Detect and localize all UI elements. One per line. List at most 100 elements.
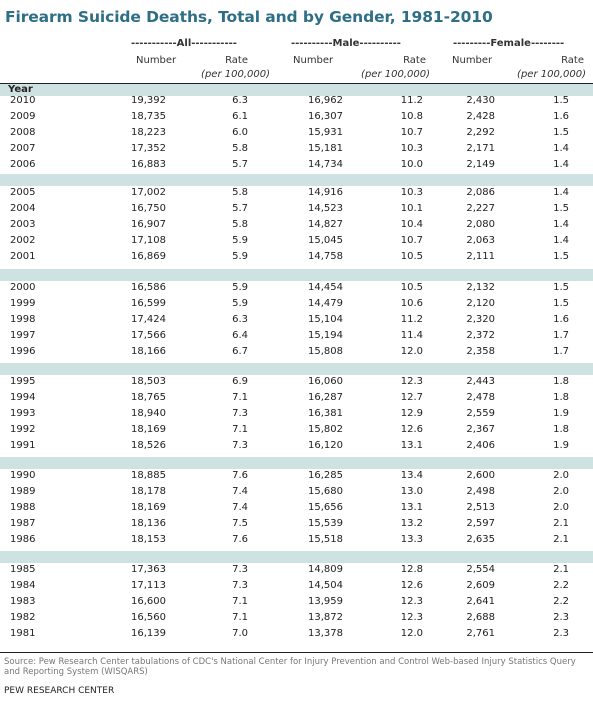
- male-number-cell: 16,285: [308, 470, 343, 481]
- female-rate-cell: 2.2: [553, 580, 569, 591]
- female-rate-cell: 2.0: [553, 470, 569, 481]
- female-number-cell: 2,597: [466, 518, 495, 529]
- male-number-cell: 13,378: [308, 628, 343, 639]
- all-rate-cell: 7.3: [232, 580, 248, 591]
- female-number-cell: 2,600: [466, 470, 495, 481]
- female-rate-cell: 1.8: [553, 424, 569, 435]
- male-rate-cell: 10.5: [400, 282, 423, 293]
- male-number-cell: 15,539: [308, 518, 343, 529]
- all-number-cell: 18,169: [131, 424, 166, 435]
- year-cell: 2010: [10, 95, 36, 106]
- table-row: 1999 16,599 5.9 14,479 10.6 2,120 1.5: [0, 296, 593, 312]
- col-header-all-rate-sub: (per 100,000): [201, 69, 270, 80]
- male-rate-cell: 10.3: [400, 187, 423, 198]
- female-number-cell: 2,478: [466, 392, 495, 403]
- female-rate-cell: 1.6: [553, 111, 569, 122]
- all-rate-cell: 5.9: [232, 235, 248, 246]
- female-rate-cell: 2.2: [553, 596, 569, 607]
- all-number-cell: 17,352: [131, 143, 166, 154]
- male-number-cell: 16,962: [308, 95, 343, 106]
- female-rate-cell: 1.7: [553, 330, 569, 341]
- male-number-cell: 16,287: [308, 392, 343, 403]
- male-rate-cell: 12.6: [400, 580, 423, 591]
- female-number-cell: 2,171: [466, 143, 495, 154]
- female-number-cell: 2,430: [466, 95, 495, 106]
- year-cell: 2004: [10, 203, 36, 214]
- all-rate-cell: 6.3: [232, 314, 248, 325]
- male-number-cell: 14,809: [308, 564, 343, 575]
- male-rate-cell: 12.7: [400, 392, 423, 403]
- year-header-label: Year: [8, 84, 33, 95]
- year-cell: 1984: [10, 580, 36, 591]
- year-cell: 2007: [10, 143, 36, 154]
- all-number-cell: 18,136: [131, 518, 166, 529]
- female-rate-cell: 1.5: [553, 127, 569, 138]
- year-cell: 1988: [10, 502, 36, 513]
- year-header-band: Year: [0, 83, 593, 96]
- male-rate-cell: 10.7: [400, 235, 423, 246]
- female-rate-cell: 1.4: [553, 143, 569, 154]
- all-number-cell: 17,108: [131, 235, 166, 246]
- all-number-cell: 16,907: [131, 219, 166, 230]
- male-rate-cell: 12.0: [400, 628, 423, 639]
- year-cell: 2003: [10, 219, 36, 230]
- block-separator: [0, 457, 593, 469]
- female-number-cell: 2,406: [466, 440, 495, 451]
- col-header-female-number: Number: [452, 55, 493, 66]
- all-rate-cell: 7.6: [232, 470, 248, 481]
- bottom-rule: [0, 652, 593, 653]
- male-rate-cell: 11.4: [400, 330, 423, 341]
- male-number-cell: 15,104: [308, 314, 343, 325]
- male-rate-cell: 13.4: [400, 470, 423, 481]
- year-cell: 2005: [10, 187, 36, 198]
- year-cell: 1999: [10, 298, 36, 309]
- female-rate-cell: 2.0: [553, 486, 569, 497]
- table-row: 1997 17,566 6.4 15,194 11.4 2,372 1.7: [0, 328, 593, 344]
- table-row: 2002 17,108 5.9 15,045 10.7 2,063 1.4: [0, 233, 593, 249]
- female-rate-cell: 1.9: [553, 408, 569, 419]
- table-row: 1982 16,560 7.1 13,872 12.3 2,688 2.3: [0, 610, 593, 626]
- block-separator: [0, 269, 593, 281]
- year-cell: 1985: [10, 564, 36, 575]
- male-number-cell: 14,523: [308, 203, 343, 214]
- all-number-cell: 16,869: [131, 251, 166, 262]
- year-cell: 1998: [10, 314, 36, 325]
- male-number-cell: 14,454: [308, 282, 343, 293]
- table-row: 1988 18,169 7.4 15,656 13.1 2,513 2.0: [0, 500, 593, 516]
- table-row: 1987 18,136 7.5 15,539 13.2 2,597 2.1: [0, 516, 593, 532]
- year-cell: 2006: [10, 159, 36, 170]
- female-rate-cell: 1.8: [553, 392, 569, 403]
- male-rate-cell: 13.1: [400, 440, 423, 451]
- male-number-cell: 15,808: [308, 346, 343, 357]
- all-rate-cell: 6.0: [232, 127, 248, 138]
- all-number-cell: 16,586: [131, 282, 166, 293]
- table-row: 1996 18,166 6.7 15,808 12.0 2,358 1.7: [0, 344, 593, 360]
- female-rate-cell: 1.9: [553, 440, 569, 451]
- col-header-all-rate: Rate: [225, 55, 248, 66]
- female-number-cell: 2,635: [466, 534, 495, 545]
- male-number-cell: 15,931: [308, 127, 343, 138]
- year-cell: 1995: [10, 376, 36, 387]
- female-rate-cell: 2.3: [553, 628, 569, 639]
- all-rate-cell: 7.1: [232, 596, 248, 607]
- male-number-cell: 15,181: [308, 143, 343, 154]
- year-cell: 2008: [10, 127, 36, 138]
- male-number-cell: 14,504: [308, 580, 343, 591]
- female-rate-cell: 1.7: [553, 346, 569, 357]
- all-rate-cell: 5.9: [232, 298, 248, 309]
- all-number-cell: 16,139: [131, 628, 166, 639]
- female-rate-cell: 1.5: [553, 251, 569, 262]
- all-number-cell: 16,599: [131, 298, 166, 309]
- all-number-cell: 18,765: [131, 392, 166, 403]
- table-row: 1981 16,139 7.0 13,378 12.0 2,761 2.3: [0, 626, 593, 642]
- table-row: 2001 16,869 5.9 14,758 10.5 2,111 1.5: [0, 249, 593, 265]
- all-rate-cell: 5.8: [232, 143, 248, 154]
- male-number-cell: 16,120: [308, 440, 343, 451]
- male-number-cell: 13,959: [308, 596, 343, 607]
- female-rate-cell: 1.4: [553, 219, 569, 230]
- all-number-cell: 19,392: [131, 95, 166, 106]
- female-number-cell: 2,063: [466, 235, 495, 246]
- all-number-cell: 17,113: [131, 580, 166, 591]
- male-rate-cell: 10.3: [400, 143, 423, 154]
- male-number-cell: 14,827: [308, 219, 343, 230]
